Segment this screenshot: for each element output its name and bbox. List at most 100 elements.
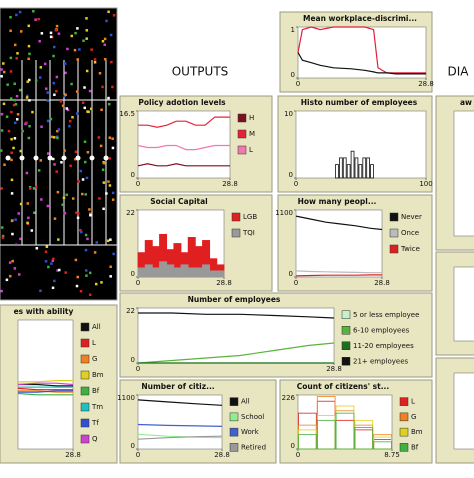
agent (71, 197, 75, 200)
agent (9, 97, 13, 100)
agent (16, 113, 20, 116)
plot-area (295, 209, 383, 278)
series-line (137, 423, 223, 427)
agent (30, 229, 34, 232)
agent (13, 98, 17, 102)
agent (55, 170, 58, 173)
legend-swatch (80, 322, 90, 332)
plot-title: Histo number of employees (301, 98, 418, 107)
agent (15, 13, 18, 17)
series-line (137, 144, 230, 151)
series-line (138, 116, 230, 128)
agent (89, 212, 92, 215)
legend-label: 21+ employees (353, 357, 409, 365)
agent (88, 208, 91, 211)
agent (79, 169, 83, 173)
legend-swatch (399, 427, 409, 437)
legend-label: Bm (92, 371, 104, 379)
agent (101, 168, 105, 171)
plot-title: Number of citiz... (141, 382, 214, 391)
agent (46, 99, 50, 102)
legend-swatch (389, 212, 399, 222)
legend-label: Bf (92, 387, 100, 395)
legend-label: Bf (411, 443, 419, 451)
y-tick-label: 0 (131, 171, 135, 179)
agent (53, 45, 56, 49)
legend-label: L (92, 339, 96, 347)
agent (43, 62, 47, 66)
series-line (17, 387, 73, 391)
histogram-bar (354, 427, 374, 450)
y-tick-label: 0 (131, 442, 135, 450)
agent (68, 124, 71, 128)
agent (19, 149, 22, 153)
agent (64, 71, 67, 75)
agent (32, 10, 35, 13)
agent (77, 212, 80, 215)
agent (93, 251, 97, 254)
histogram-bar (350, 150, 355, 179)
plot-title: aw (460, 98, 472, 107)
agent (2, 102, 6, 106)
agent (61, 203, 64, 206)
plot-title: es with ability (14, 307, 74, 316)
agent (27, 136, 31, 140)
y-tick-label: 0 (289, 171, 293, 179)
agent (9, 70, 13, 73)
agent (111, 198, 115, 201)
agent (70, 82, 73, 86)
agent (53, 279, 56, 283)
agent (38, 76, 42, 79)
agent (40, 32, 44, 35)
legend-label: G (92, 355, 97, 363)
agent (10, 110, 13, 114)
x-tick-label: 0 (296, 451, 300, 459)
agent (66, 47, 69, 51)
agent (19, 202, 23, 206)
legend-swatch (229, 427, 239, 437)
series-line (295, 215, 383, 231)
agent (56, 136, 59, 140)
legend-swatch (399, 397, 409, 406)
series-line (297, 26, 426, 74)
agent (88, 293, 92, 297)
agent (85, 29, 89, 32)
legend-label: Tf (91, 419, 99, 427)
histogram-bar (366, 157, 371, 179)
agent (35, 247, 39, 250)
agent (55, 89, 58, 93)
agent (58, 268, 61, 272)
agent (79, 229, 82, 232)
agent (28, 78, 31, 82)
x-tick-label: 0 (294, 279, 298, 287)
dia-label: DIA (448, 65, 470, 79)
agent (75, 284, 79, 288)
series-line (17, 382, 74, 386)
agent (19, 237, 22, 241)
agent (14, 103, 18, 106)
agent (16, 52, 19, 55)
agent (112, 252, 115, 256)
agent (109, 238, 112, 241)
agent (100, 281, 103, 284)
agent (51, 259, 55, 262)
agent (13, 82, 16, 86)
agent (55, 75, 59, 79)
y-tick-label: 22 (126, 209, 135, 217)
y-tick-label: 0 (291, 71, 295, 79)
series-line (295, 270, 382, 274)
agent (106, 239, 110, 243)
agent (9, 16, 12, 19)
series-line (137, 163, 230, 167)
agent (84, 193, 87, 196)
y-tick-label: 1100 (117, 394, 135, 402)
x-tick-label: 0 (294, 180, 298, 188)
agent (10, 137, 13, 141)
agent (75, 112, 79, 115)
agent (86, 237, 89, 241)
agent (0, 112, 4, 116)
histogram-bar (298, 434, 317, 450)
agent (27, 57, 30, 61)
legend-label: 6-10 employees (353, 326, 410, 334)
plot-panel: Policy adotion levels 0 16.5 0 28.8 HML (119, 95, 273, 193)
